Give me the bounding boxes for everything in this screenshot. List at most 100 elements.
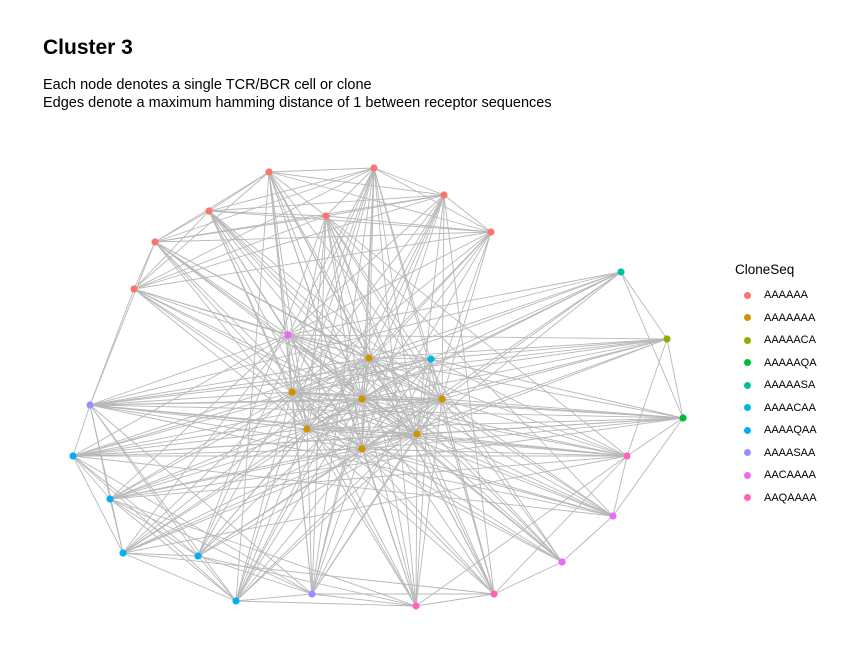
edge <box>89 241 156 406</box>
legend-dot <box>744 381 751 389</box>
edge <box>133 215 327 290</box>
edge <box>415 358 432 607</box>
edge <box>311 398 363 595</box>
legend-label: AAAAASA <box>764 379 816 392</box>
edge <box>416 433 563 563</box>
node <box>303 425 311 433</box>
legend-item: AAAACAA <box>735 397 855 420</box>
node <box>106 495 114 503</box>
legend-item: AAAAAA <box>735 284 855 307</box>
edge <box>268 171 492 233</box>
edge <box>197 398 363 557</box>
edge <box>109 391 293 500</box>
legend-label: AAAACAA <box>764 401 816 414</box>
edge <box>626 417 684 457</box>
edge <box>208 210 327 217</box>
edge <box>361 398 495 595</box>
edge <box>373 167 492 233</box>
node <box>69 452 77 460</box>
legend-item: AACAAAA <box>735 464 855 487</box>
edge <box>441 398 614 517</box>
legend-label: AAAAAA <box>764 289 809 302</box>
edge <box>373 167 495 595</box>
edge <box>306 231 492 430</box>
edge <box>208 194 445 212</box>
edge <box>197 167 375 557</box>
node <box>358 395 366 403</box>
edge <box>133 288 289 336</box>
edge <box>441 231 492 400</box>
edge <box>109 498 313 595</box>
edge <box>291 391 628 457</box>
edge <box>441 338 668 400</box>
node <box>558 558 566 566</box>
edge <box>416 338 668 435</box>
legend-dot <box>744 291 751 299</box>
edge <box>133 194 445 290</box>
edge <box>89 271 622 406</box>
legend-label: AAQAAAA <box>764 491 817 504</box>
legend-title: CloneSeq <box>735 262 795 277</box>
legend-item: AAAAAQA <box>735 352 855 375</box>
edge <box>493 455 628 595</box>
edge <box>235 600 417 607</box>
legend-item: AAAAASA <box>735 374 855 397</box>
edge <box>235 593 313 602</box>
node <box>427 355 435 363</box>
edge <box>109 398 363 500</box>
edge <box>235 171 270 602</box>
edge <box>122 552 199 557</box>
edge <box>89 404 124 554</box>
edge <box>197 555 237 602</box>
legend-dot <box>744 449 751 457</box>
edge <box>368 338 668 359</box>
edge <box>666 338 684 419</box>
edge <box>416 194 445 435</box>
edge <box>325 215 628 457</box>
edge <box>89 404 684 419</box>
edge <box>287 271 622 336</box>
edge <box>89 357 370 406</box>
edge <box>287 334 418 435</box>
legend-label: AAAAAQA <box>764 356 817 369</box>
edge <box>235 357 370 602</box>
edge <box>154 210 210 243</box>
edge <box>89 404 628 457</box>
edge <box>291 391 614 517</box>
edge <box>612 455 628 517</box>
edge <box>441 271 622 400</box>
node <box>617 268 625 276</box>
edge <box>311 358 432 595</box>
edge <box>109 498 199 557</box>
edge <box>430 338 668 360</box>
edge <box>373 167 417 607</box>
edge <box>72 404 91 457</box>
edge <box>291 215 327 393</box>
node <box>308 590 316 598</box>
edge <box>235 167 375 602</box>
edge <box>361 398 684 419</box>
edge <box>208 210 443 400</box>
edge <box>368 357 628 457</box>
edge <box>122 552 495 595</box>
edge <box>443 194 492 233</box>
edge <box>109 417 684 500</box>
edge <box>109 498 237 602</box>
legend: CloneSeq AAAAAA AAAAAAA AAAAACA AAAAAQA AAAA… <box>735 262 855 509</box>
edge <box>306 428 495 595</box>
edge <box>89 398 443 406</box>
edge <box>268 171 313 595</box>
edge <box>89 391 293 406</box>
legend-item: AAAASAA <box>735 442 855 465</box>
edge <box>72 417 684 457</box>
edge <box>89 404 614 517</box>
edge <box>287 167 375 336</box>
legend-item: AAAAAAA <box>735 307 855 330</box>
node <box>265 168 273 176</box>
edge <box>72 455 124 554</box>
edge <box>361 398 614 517</box>
edge <box>361 448 563 563</box>
edge <box>373 167 445 196</box>
edge <box>368 357 432 360</box>
edge <box>197 555 417 607</box>
